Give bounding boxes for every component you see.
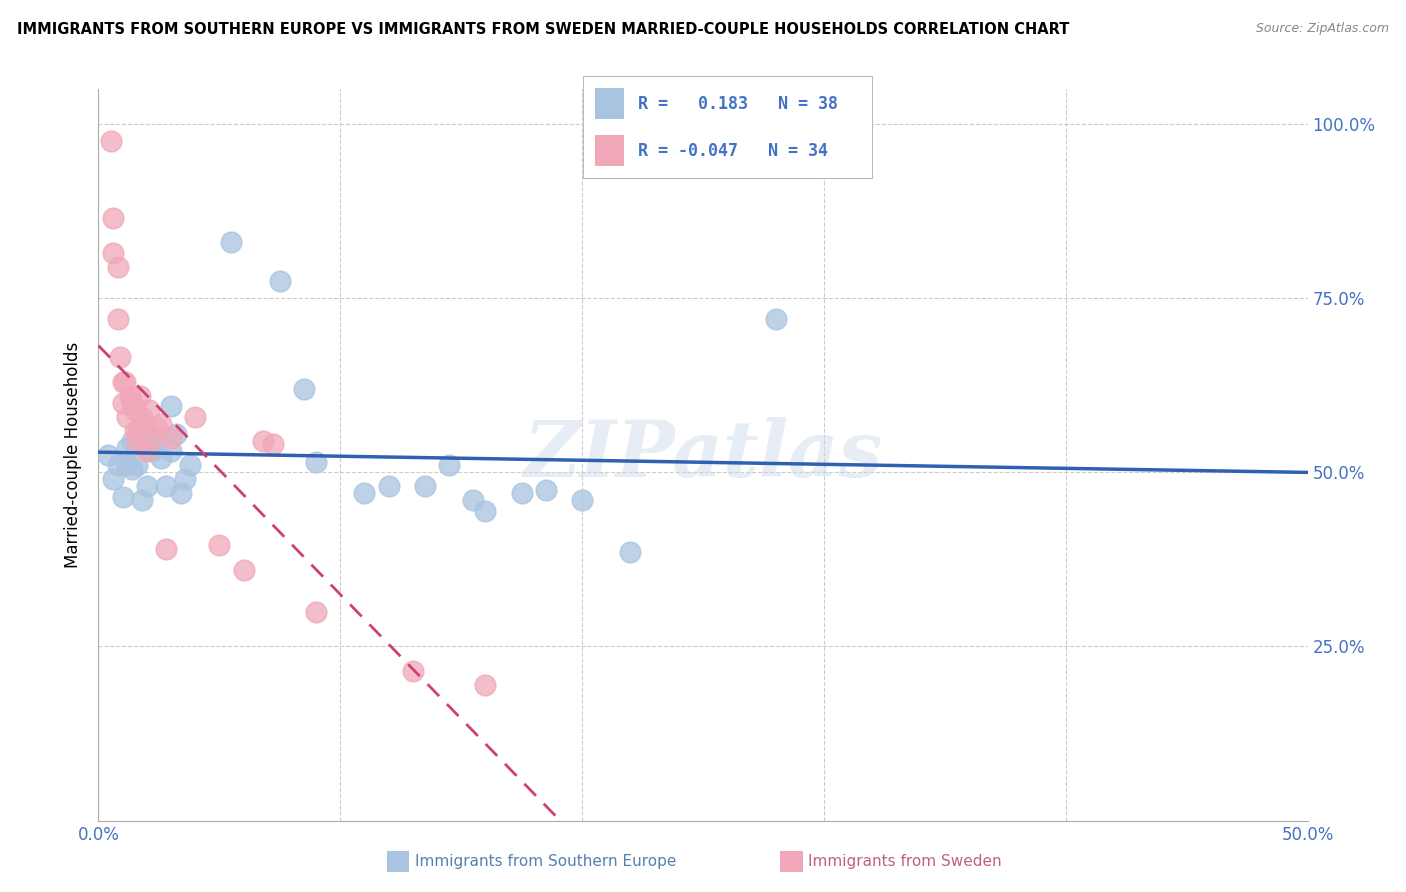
Point (135, 479, 157, 493)
Point (252, 434, 274, 448)
Point (97, 448, 120, 462)
Point (124, 424, 146, 438)
Point (402, 664, 425, 678)
Point (155, 479, 177, 493)
Point (510, 486, 533, 500)
Point (179, 458, 201, 473)
Point (114, 375, 136, 389)
Point (101, 211, 124, 225)
Point (138, 402, 160, 417)
Point (474, 503, 496, 517)
Point (145, 430, 167, 444)
Point (765, 312, 787, 326)
Y-axis label: Married-couple Households: Married-couple Households (65, 342, 83, 568)
Point (111, 490, 134, 504)
Point (135, 434, 157, 448)
Point (128, 389, 150, 403)
Text: R =   0.183   N = 38: R = 0.183 N = 38 (638, 95, 838, 112)
Point (208, 539, 231, 553)
Point (121, 434, 143, 448)
Point (117, 409, 139, 424)
Point (107, 458, 129, 473)
Point (463, 493, 485, 508)
Point (160, 399, 183, 413)
Text: R = -0.047   N = 34: R = -0.047 N = 34 (638, 142, 828, 160)
Point (108, 351, 131, 365)
Point (292, 382, 315, 396)
Text: Immigrants from Sweden: Immigrants from Sweden (808, 855, 1002, 869)
Point (437, 458, 460, 473)
Point (101, 472, 124, 486)
Point (131, 437, 153, 451)
Point (111, 395, 134, 409)
Point (111, 375, 134, 389)
Point (232, 563, 254, 577)
Point (165, 427, 187, 442)
Point (262, 437, 284, 451)
Point (107, 260, 129, 274)
Point (141, 430, 163, 444)
Point (121, 395, 143, 409)
Point (269, 274, 291, 288)
Point (117, 441, 139, 455)
Point (101, 246, 124, 260)
Point (135, 444, 157, 458)
Text: Source: ZipAtlas.com: Source: ZipAtlas.com (1256, 22, 1389, 36)
Text: Immigrants from Southern Europe: Immigrants from Southern Europe (415, 855, 676, 869)
Point (174, 472, 197, 486)
Point (150, 417, 173, 431)
Point (127, 427, 149, 442)
Point (107, 312, 129, 326)
Point (571, 493, 593, 508)
Point (118, 389, 141, 403)
Point (619, 545, 641, 559)
Point (534, 483, 557, 497)
Point (134, 417, 156, 431)
Point (124, 402, 146, 417)
Point (305, 605, 328, 619)
Point (305, 455, 328, 469)
Point (117, 458, 139, 473)
Point (184, 409, 207, 424)
Point (100, 135, 122, 149)
Point (413, 479, 436, 493)
Point (353, 486, 375, 500)
Point (155, 541, 177, 556)
Point (169, 486, 191, 500)
Text: ZIPatlas: ZIPatlas (523, 417, 883, 493)
Point (131, 493, 153, 508)
Point (377, 479, 399, 493)
Point (131, 409, 153, 424)
Point (145, 420, 167, 434)
Point (150, 451, 173, 466)
Text: IMMIGRANTS FROM SOUTHERN EUROPE VS IMMIGRANTS FROM SWEDEN MARRIED-COUPLE HOUSEHO: IMMIGRANTS FROM SOUTHERN EUROPE VS IMMIG… (17, 22, 1069, 37)
Point (160, 444, 183, 458)
Bar (595, 88, 624, 119)
Point (474, 678, 496, 692)
Point (127, 434, 149, 448)
Bar (595, 136, 624, 166)
Point (141, 444, 163, 458)
Point (127, 458, 149, 473)
Point (121, 462, 143, 476)
Point (160, 430, 183, 444)
Point (221, 235, 243, 250)
